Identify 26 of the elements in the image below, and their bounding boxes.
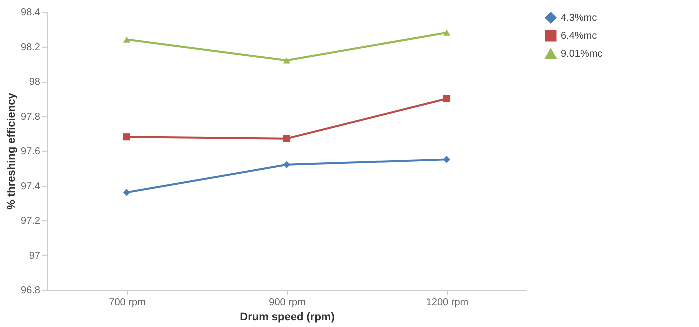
y-tick-label: 98 <box>29 77 41 88</box>
y-axis-title: % threshing efficiency <box>6 92 18 210</box>
legend-label: 4.3%mc <box>561 13 598 24</box>
x-axis-title: Drum speed (rpm) <box>240 312 336 324</box>
y-tick-label: 98.4 <box>21 8 41 18</box>
x-tick-label: 700 rpm <box>109 298 146 308</box>
y-tick-label: 97.4 <box>21 181 41 192</box>
point <box>123 36 131 43</box>
point <box>443 156 451 164</box>
y-tick-label: 97 <box>29 250 41 262</box>
y-tick-label: 97.6 <box>21 146 41 158</box>
point <box>443 30 451 36</box>
legend-label: 6.4%mc <box>561 31 598 42</box>
y-tick-label: 96.8 <box>21 286 41 296</box>
y-tick-label: 97.8 <box>21 112 41 123</box>
x-tick-label: 1200 rpm <box>426 298 469 308</box>
point <box>123 134 131 141</box>
y-tick-label: 98.2 <box>21 42 41 54</box>
point <box>443 95 451 102</box>
y-tick-label: 97.2 <box>21 216 41 227</box>
x-tick-label: 900 rpm <box>269 298 306 308</box>
point <box>283 135 291 142</box>
point <box>283 161 291 168</box>
point <box>123 189 131 196</box>
legend-label: 9.01%mc <box>561 49 603 60</box>
point <box>283 58 291 64</box>
